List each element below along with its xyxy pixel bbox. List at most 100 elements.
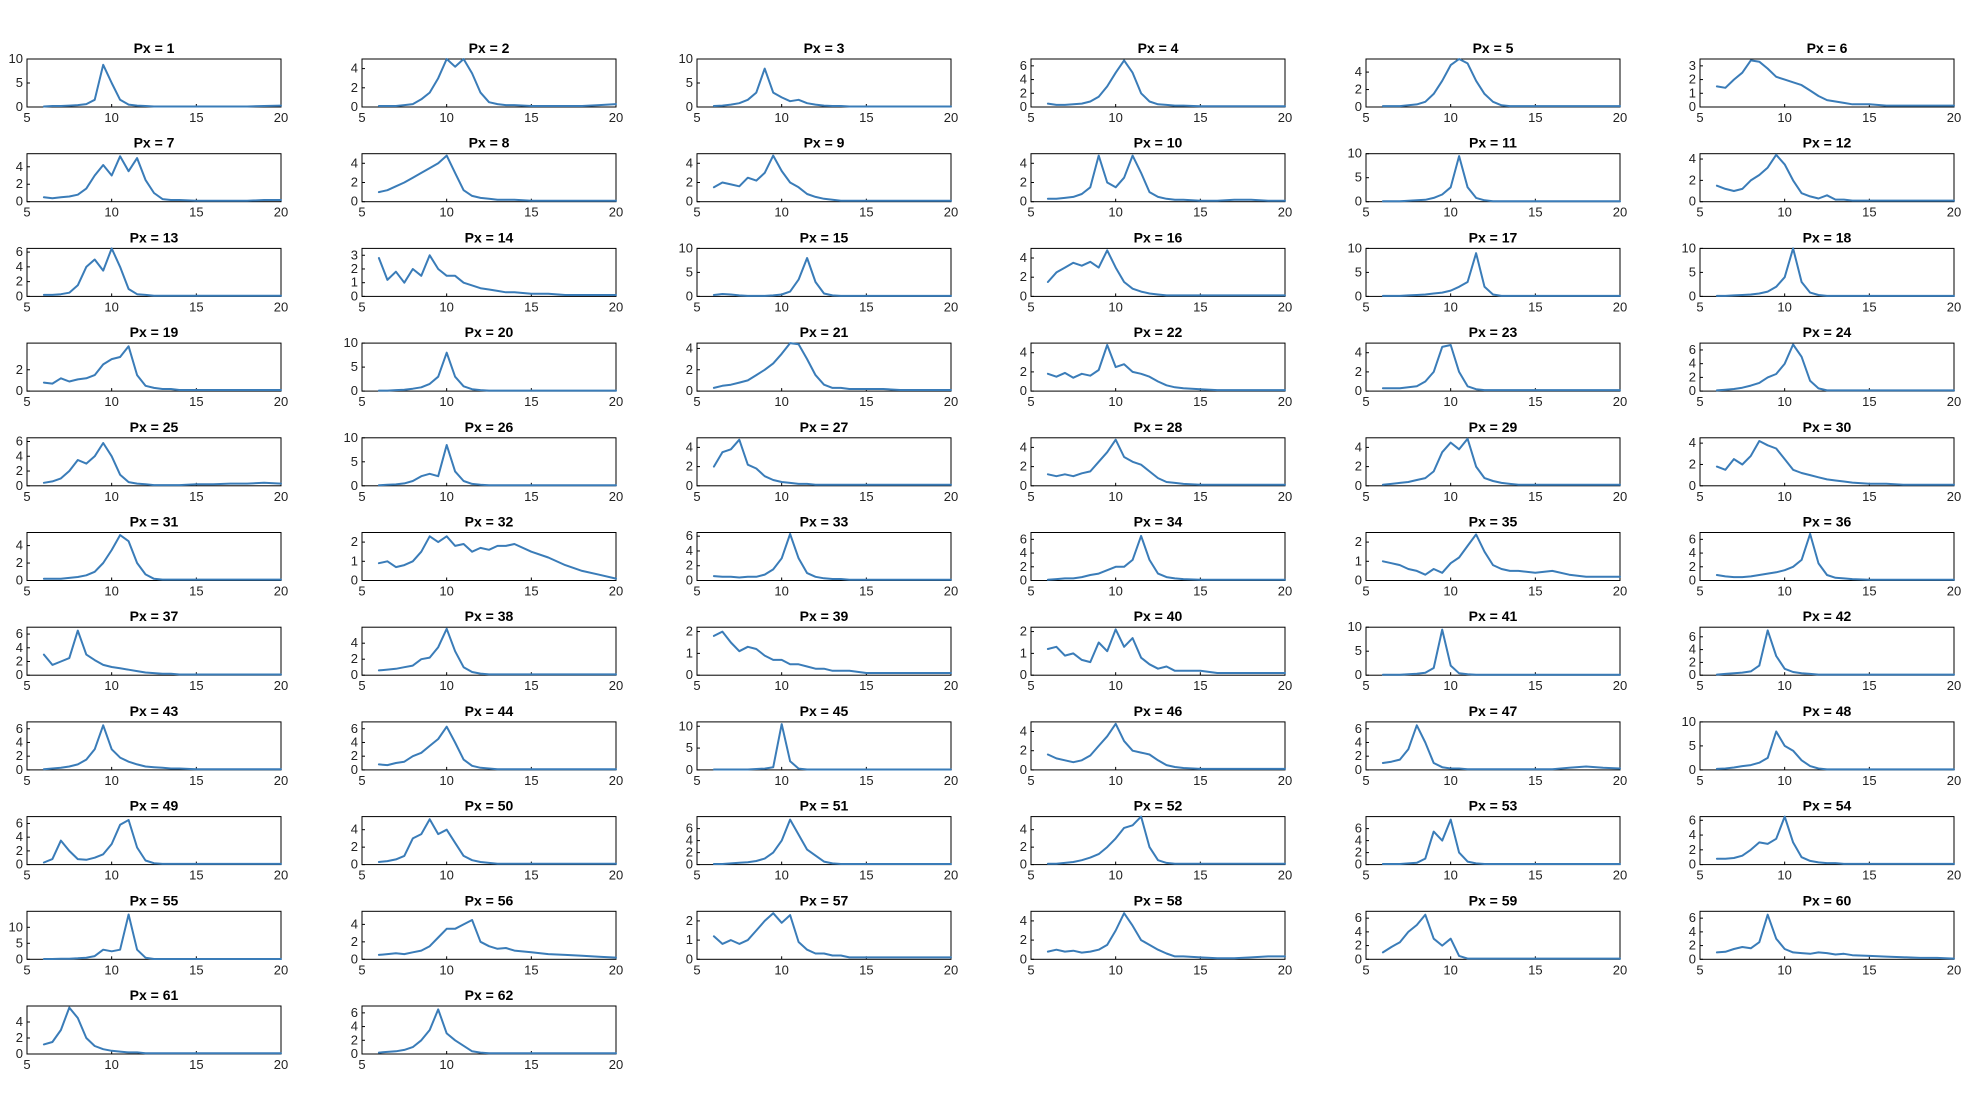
x-tick-label: 15 — [1528, 489, 1542, 504]
series-line — [377, 254, 617, 296]
y-tick-label: 6 — [1020, 58, 1027, 73]
x-tick-label: 10 — [439, 962, 453, 977]
y-tick-label: 6 — [1689, 812, 1696, 827]
axes-box — [26, 910, 282, 960]
panel-title: Px = 13 — [130, 229, 179, 245]
y-tick-label: 6 — [16, 626, 23, 641]
y-tick-label: 5 — [1689, 264, 1696, 279]
subplot-panel: Px = 29 5 10 15 20 0 2 4 — [1355, 419, 1627, 504]
x-tick-label: 15 — [1528, 394, 1542, 409]
x-tick-label: 15 — [524, 110, 538, 125]
y-tick-label: 2 — [16, 176, 23, 191]
axes-box — [696, 342, 952, 392]
y-tick-label: 2 — [1689, 456, 1696, 471]
axes-box — [26, 721, 282, 771]
y-tick-label: 2 — [1020, 269, 1027, 284]
x-tick-label: 5 — [1696, 394, 1703, 409]
y-tick-label: 0 — [1020, 194, 1027, 209]
y-tick-label: 0 — [686, 194, 693, 209]
x-tick-label: 5 — [23, 962, 30, 977]
y-tick-label: 2 — [686, 624, 693, 639]
y-tick-label: 4 — [1355, 833, 1362, 848]
x-tick-label: 20 — [1947, 394, 1961, 409]
panel-title: Px = 35 — [1469, 514, 1518, 530]
series-line — [377, 154, 617, 202]
series-line — [1381, 818, 1621, 865]
y-tick-label: 5 — [351, 454, 358, 469]
subplot-panel: Px = 52 5 10 15 20 0 2 4 — [1020, 798, 1292, 883]
x-tick-label: 15 — [859, 962, 873, 977]
series-line — [377, 444, 617, 487]
axes-box — [1030, 626, 1286, 676]
x-tick-label: 10 — [104, 868, 118, 883]
axes-box — [26, 532, 282, 581]
x-tick-label: 15 — [189, 584, 203, 599]
panel-title: Px = 48 — [1803, 703, 1852, 719]
x-tick-label: 15 — [524, 962, 538, 977]
y-tick-label: 4 — [1020, 439, 1027, 454]
x-tick-label: 20 — [1613, 394, 1627, 409]
x-tick-label: 5 — [1027, 868, 1034, 883]
panel-title: Px = 8 — [469, 135, 510, 151]
x-tick-label: 20 — [1947, 299, 1961, 314]
y-tick-label: 5 — [1689, 738, 1696, 753]
x-tick-label: 10 — [104, 205, 118, 220]
x-tick-label: 10 — [439, 110, 453, 125]
panel-title: Px = 22 — [1134, 324, 1183, 340]
y-tick-label: 4 — [1020, 545, 1027, 560]
panel-title: Px = 57 — [800, 892, 849, 908]
y-tick-label: 2 — [351, 651, 358, 666]
y-tick-label: 0 — [686, 667, 693, 682]
x-tick-label: 5 — [1362, 394, 1369, 409]
y-tick-label: 2 — [1689, 72, 1696, 87]
y-tick-label: 2 — [1020, 175, 1027, 190]
x-tick-label: 15 — [1193, 868, 1207, 883]
x-tick-label: 10 — [774, 299, 788, 314]
y-tick-label: 0 — [1020, 573, 1027, 588]
y-tick-label: 2 — [1020, 559, 1027, 574]
y-tick-label: 10 — [679, 51, 693, 66]
axes-box — [1030, 721, 1286, 771]
series-line — [1715, 440, 1955, 486]
y-tick-label: 0 — [16, 762, 23, 777]
x-tick-label: 15 — [1528, 868, 1542, 883]
x-tick-label: 10 — [1443, 489, 1457, 504]
panel-title: Px = 30 — [1803, 419, 1852, 435]
y-tick-label: 0 — [1355, 762, 1362, 777]
panel-title: Px = 17 — [1469, 229, 1518, 245]
x-tick-label: 10 — [1443, 299, 1457, 314]
panel-title: Px = 12 — [1803, 135, 1852, 151]
axes-box — [361, 342, 617, 392]
x-tick-label: 15 — [524, 1057, 538, 1072]
x-tick-label: 10 — [439, 773, 453, 788]
x-tick-label: 15 — [1528, 205, 1542, 220]
y-tick-label: 2 — [1020, 624, 1027, 639]
y-tick-label: 2 — [1689, 559, 1696, 574]
x-tick-label: 5 — [1362, 110, 1369, 125]
series-line — [377, 58, 617, 107]
y-tick-label: 6 — [1689, 342, 1696, 357]
axes-box — [1699, 626, 1955, 676]
y-tick-label: 0 — [1355, 857, 1362, 872]
series-line — [42, 63, 282, 108]
x-tick-label: 15 — [189, 962, 203, 977]
series-line — [712, 342, 952, 391]
x-tick-label: 20 — [609, 394, 623, 409]
x-tick-label: 10 — [1777, 110, 1791, 125]
x-tick-label: 15 — [1528, 773, 1542, 788]
x-tick-label: 10 — [1108, 773, 1122, 788]
x-tick-label: 5 — [1362, 489, 1369, 504]
x-tick-label: 10 — [1108, 205, 1122, 220]
x-tick-label: 10 — [439, 489, 453, 504]
x-tick-label: 10 — [1108, 394, 1122, 409]
series-line — [377, 1008, 617, 1055]
panel-title: Px = 47 — [1469, 703, 1518, 719]
x-tick-label: 15 — [1528, 678, 1542, 693]
x-tick-label: 15 — [189, 299, 203, 314]
y-tick-label: 6 — [16, 815, 23, 830]
